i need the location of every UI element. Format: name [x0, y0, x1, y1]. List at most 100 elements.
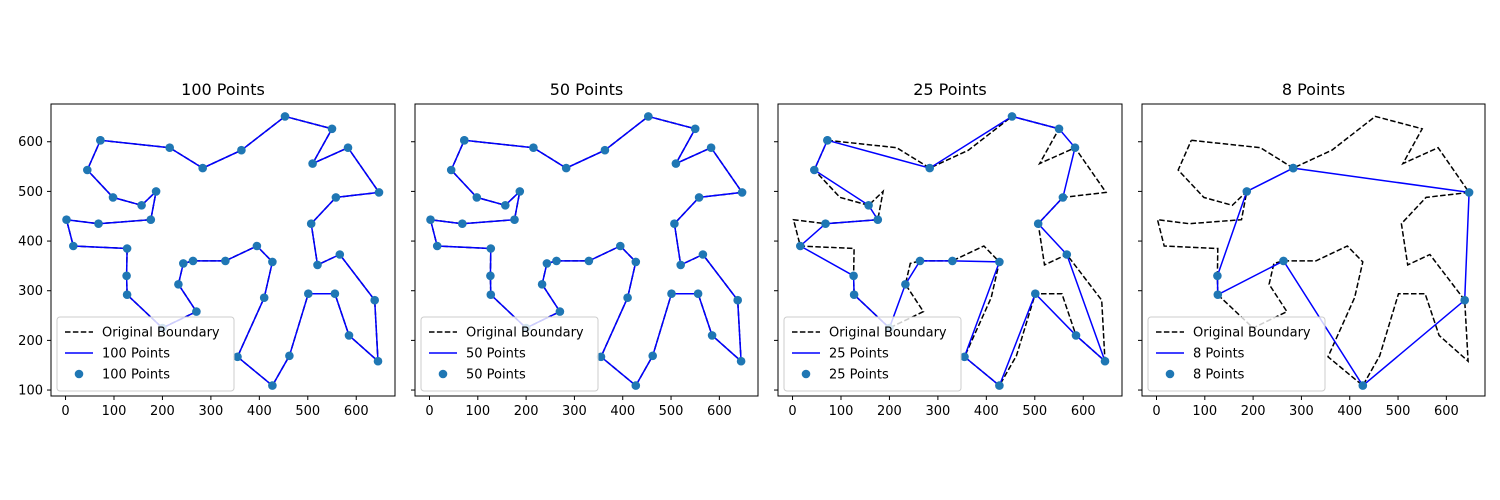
x-tick-label: 400 [610, 404, 635, 419]
sampled-point [280, 112, 290, 121]
sampled-point [108, 193, 118, 202]
sampled-point [707, 331, 717, 340]
x-tick-label: 500 [295, 404, 320, 419]
legend-swatch-points [74, 369, 84, 379]
legend-box [1147, 316, 1326, 392]
y-tick-label: 300 [18, 284, 43, 299]
legend-label: 50 Points [466, 368, 526, 383]
legend-box [783, 316, 962, 392]
panel-title: 8 Points [1282, 80, 1345, 99]
sampled-point [529, 143, 538, 152]
sampled-point [690, 124, 700, 134]
sampled-point [648, 351, 657, 361]
x-tick-label: 400 [1337, 404, 1362, 419]
sampled-point [676, 260, 685, 270]
sampled-point [671, 159, 681, 168]
sampled-point [486, 290, 496, 300]
sampled-point [873, 215, 883, 224]
x-tick-label: 600 [344, 404, 369, 419]
sampled-point [122, 290, 132, 300]
legend-label: 8 Points [1193, 368, 1245, 383]
x-tick-label: 600 [707, 404, 732, 419]
sampled-point [1242, 187, 1252, 196]
legend: Original Boundary 8 Points 8 Points [1147, 316, 1326, 392]
sampled-point [1031, 289, 1040, 299]
sampled-point [344, 331, 354, 340]
sampled-point [221, 256, 230, 266]
sampled-point [596, 352, 606, 362]
sampled-point [849, 290, 859, 300]
legend-label: 100 Points [102, 368, 170, 383]
x-tick-label: 100 [102, 404, 127, 419]
sampled-point [432, 241, 442, 251]
x-tick-label: 200 [1241, 404, 1266, 419]
sampled-point [486, 271, 495, 281]
x-tick-label: 200 [877, 404, 902, 419]
sampled-point [327, 124, 337, 134]
legend: Original Boundary 50 Points 50 Points [420, 316, 599, 392]
sampled-point [670, 219, 679, 228]
sampled-point [1058, 193, 1068, 202]
sampled-point [165, 143, 174, 152]
x-tick-label: 400 [974, 404, 999, 419]
sampled-point [1213, 271, 1222, 281]
sampled-point [821, 219, 830, 228]
y-tick-label: 200 [18, 334, 43, 349]
legend-label: Original Boundary [829, 326, 947, 341]
x-tick-label: 300 [198, 404, 223, 419]
sampled-point [306, 219, 316, 228]
sampled-point [948, 256, 957, 266]
sampled-point [995, 381, 1004, 390]
sampled-point [237, 145, 246, 155]
sampled-point [1054, 124, 1064, 134]
chart-panel-1: 0 100 200 300 400 500 600 100 200 300 400 500 600 100… [18, 80, 396, 419]
x-tick-label: 100 [465, 404, 490, 419]
sampled-point [561, 163, 571, 173]
sampled-point [555, 307, 565, 316]
sampled-point [542, 259, 552, 268]
x-tick-label: 500 [1022, 404, 1047, 419]
sampled-point [446, 165, 456, 175]
x-tick-label: 200 [150, 404, 175, 419]
sampled-point [308, 159, 317, 168]
sampled-point [96, 136, 105, 145]
x-tick-label: 400 [247, 404, 272, 419]
axes-frame [50, 103, 396, 397]
sampled-point [864, 201, 873, 210]
sampled-point [137, 201, 146, 210]
x-tick-label: 0 [61, 404, 69, 419]
sampled-point [1100, 356, 1110, 366]
legend-swatch-points [438, 369, 448, 379]
sampled-point [1288, 163, 1298, 173]
sampled-point [188, 256, 198, 266]
legend: Original Boundary 100 Points 100 Points [56, 316, 235, 392]
legend-label: Original Boundary [466, 326, 584, 341]
sampled-point [313, 260, 322, 270]
axes-frame [1141, 103, 1486, 397]
sampled-point [736, 356, 746, 366]
legend-label: 100 Points [102, 347, 170, 362]
sampled-point [62, 215, 71, 224]
sampled-point [600, 145, 610, 155]
legend-box [420, 316, 599, 392]
sampled-point [83, 165, 92, 175]
x-tick-label: 300 [1289, 404, 1314, 419]
sampled-point [122, 271, 131, 281]
sampled-point [1071, 331, 1081, 340]
sampled-point [915, 256, 925, 266]
sampled-point [737, 188, 747, 197]
panel-title: 50 Points [550, 80, 624, 99]
sampled-point [373, 356, 383, 366]
sampled-point [515, 187, 525, 196]
sampled-point [460, 136, 469, 145]
sampled-point [925, 163, 934, 173]
x-tick-label: 500 [659, 404, 684, 419]
sampled-point [698, 250, 708, 259]
sampled-point [849, 271, 858, 281]
legend: Original Boundary 25 Points 25 Points [783, 316, 962, 392]
sampled-point [1007, 112, 1017, 121]
sampled-point [616, 241, 625, 251]
legend-label: 25 Points [829, 347, 889, 362]
sampled-point [252, 241, 262, 251]
x-tick-label: 600 [1071, 404, 1096, 419]
